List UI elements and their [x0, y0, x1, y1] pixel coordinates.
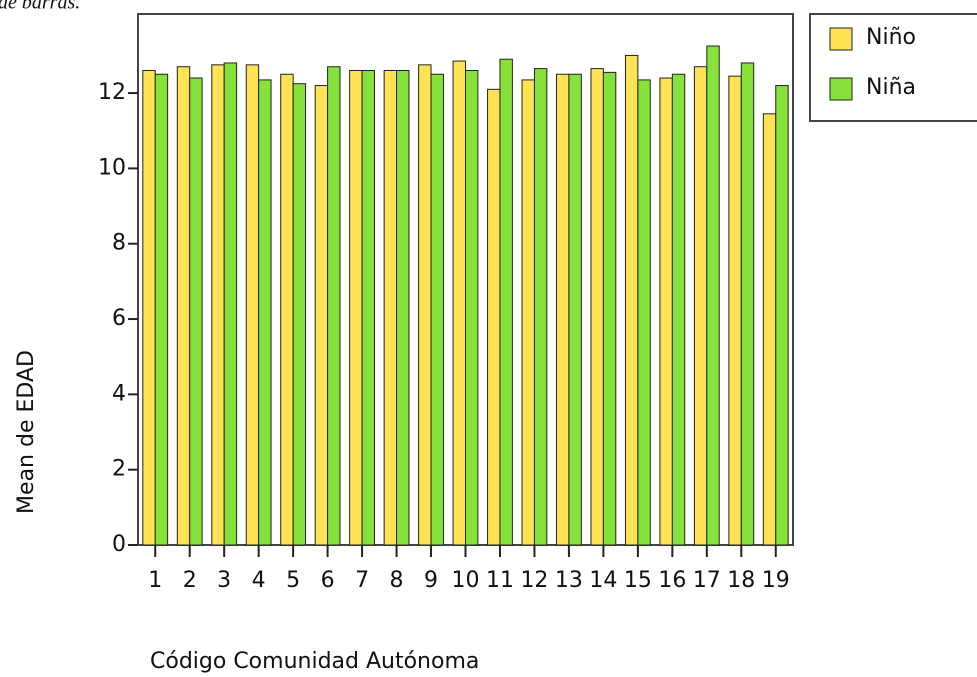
- bar: [142, 69, 156, 546]
- bar: [693, 66, 708, 546]
- x-tick-label: 19: [762, 568, 790, 593]
- bar: [762, 113, 777, 546]
- bar: [430, 73, 444, 546]
- bar: [280, 73, 294, 546]
- legend-label: Niña: [866, 75, 916, 100]
- y-tick-label: 0: [112, 532, 126, 557]
- y-tick-label: 8: [112, 231, 126, 256]
- x-axis-label: Código Comunidad Autónoma: [150, 649, 479, 674]
- bar: [637, 79, 651, 546]
- y-tick-label: 12: [98, 80, 126, 105]
- bar: [245, 64, 260, 546]
- bar: [624, 54, 639, 546]
- bar: [706, 45, 720, 546]
- bar: [521, 79, 535, 546]
- bar: [602, 71, 617, 546]
- x-tick-label: 16: [658, 568, 686, 593]
- x-tick-label: 15: [624, 568, 652, 593]
- bar: [728, 75, 742, 546]
- y-axis-label: Mean de EDAD: [14, 350, 39, 514]
- x-tick-label: 7: [355, 568, 369, 593]
- legend-frame: [809, 13, 977, 122]
- bar: [418, 64, 432, 546]
- x-tick-label: 6: [321, 568, 335, 593]
- x-tick-label: 12: [520, 568, 548, 593]
- bar: [590, 68, 604, 546]
- x-tick-label: 9: [424, 568, 438, 593]
- bar: [452, 60, 467, 546]
- bar: [189, 77, 203, 546]
- x-tick-label: 10: [452, 568, 480, 593]
- bar: [361, 69, 375, 546]
- bar: [499, 58, 513, 546]
- x-tick-label: 1: [148, 568, 162, 593]
- caption: de barras.: [0, 0, 80, 14]
- bar: [556, 73, 570, 546]
- bar: [154, 73, 169, 546]
- bar: [659, 77, 673, 546]
- x-tick-label: 18: [727, 568, 755, 593]
- bar: [396, 69, 410, 546]
- bar: [176, 66, 191, 546]
- bar: [292, 83, 307, 546]
- x-tick-label: 4: [252, 568, 266, 593]
- bar: [740, 62, 755, 546]
- bar: [327, 66, 341, 546]
- y-tick-label: 10: [98, 155, 126, 180]
- y-tick-label: 6: [112, 306, 126, 331]
- bar: [465, 69, 479, 546]
- bar: [533, 68, 548, 546]
- x-tick-label: 8: [390, 568, 404, 593]
- x-tick-label: 2: [183, 568, 197, 593]
- y-tick-label: 2: [112, 457, 126, 482]
- legend-label: Niño: [866, 25, 916, 50]
- x-tick-label: 17: [693, 568, 721, 593]
- bar: [314, 85, 329, 546]
- x-tick-label: 11: [486, 568, 514, 593]
- bar: [349, 69, 363, 546]
- y-tick-label: 4: [112, 381, 126, 406]
- bar: [487, 88, 501, 546]
- bar: [383, 69, 398, 546]
- legend-swatch: [829, 77, 853, 101]
- bar: [211, 64, 225, 546]
- bar: [258, 79, 272, 546]
- x-tick-label: 14: [589, 568, 617, 593]
- legend-swatch: [829, 27, 853, 51]
- bar: [671, 73, 686, 546]
- x-tick-label: 3: [217, 568, 231, 593]
- x-tick-label: 5: [286, 568, 300, 593]
- x-tick-label: 13: [555, 568, 583, 593]
- bar: [775, 85, 789, 546]
- bar: [223, 62, 238, 546]
- bar: [568, 73, 582, 546]
